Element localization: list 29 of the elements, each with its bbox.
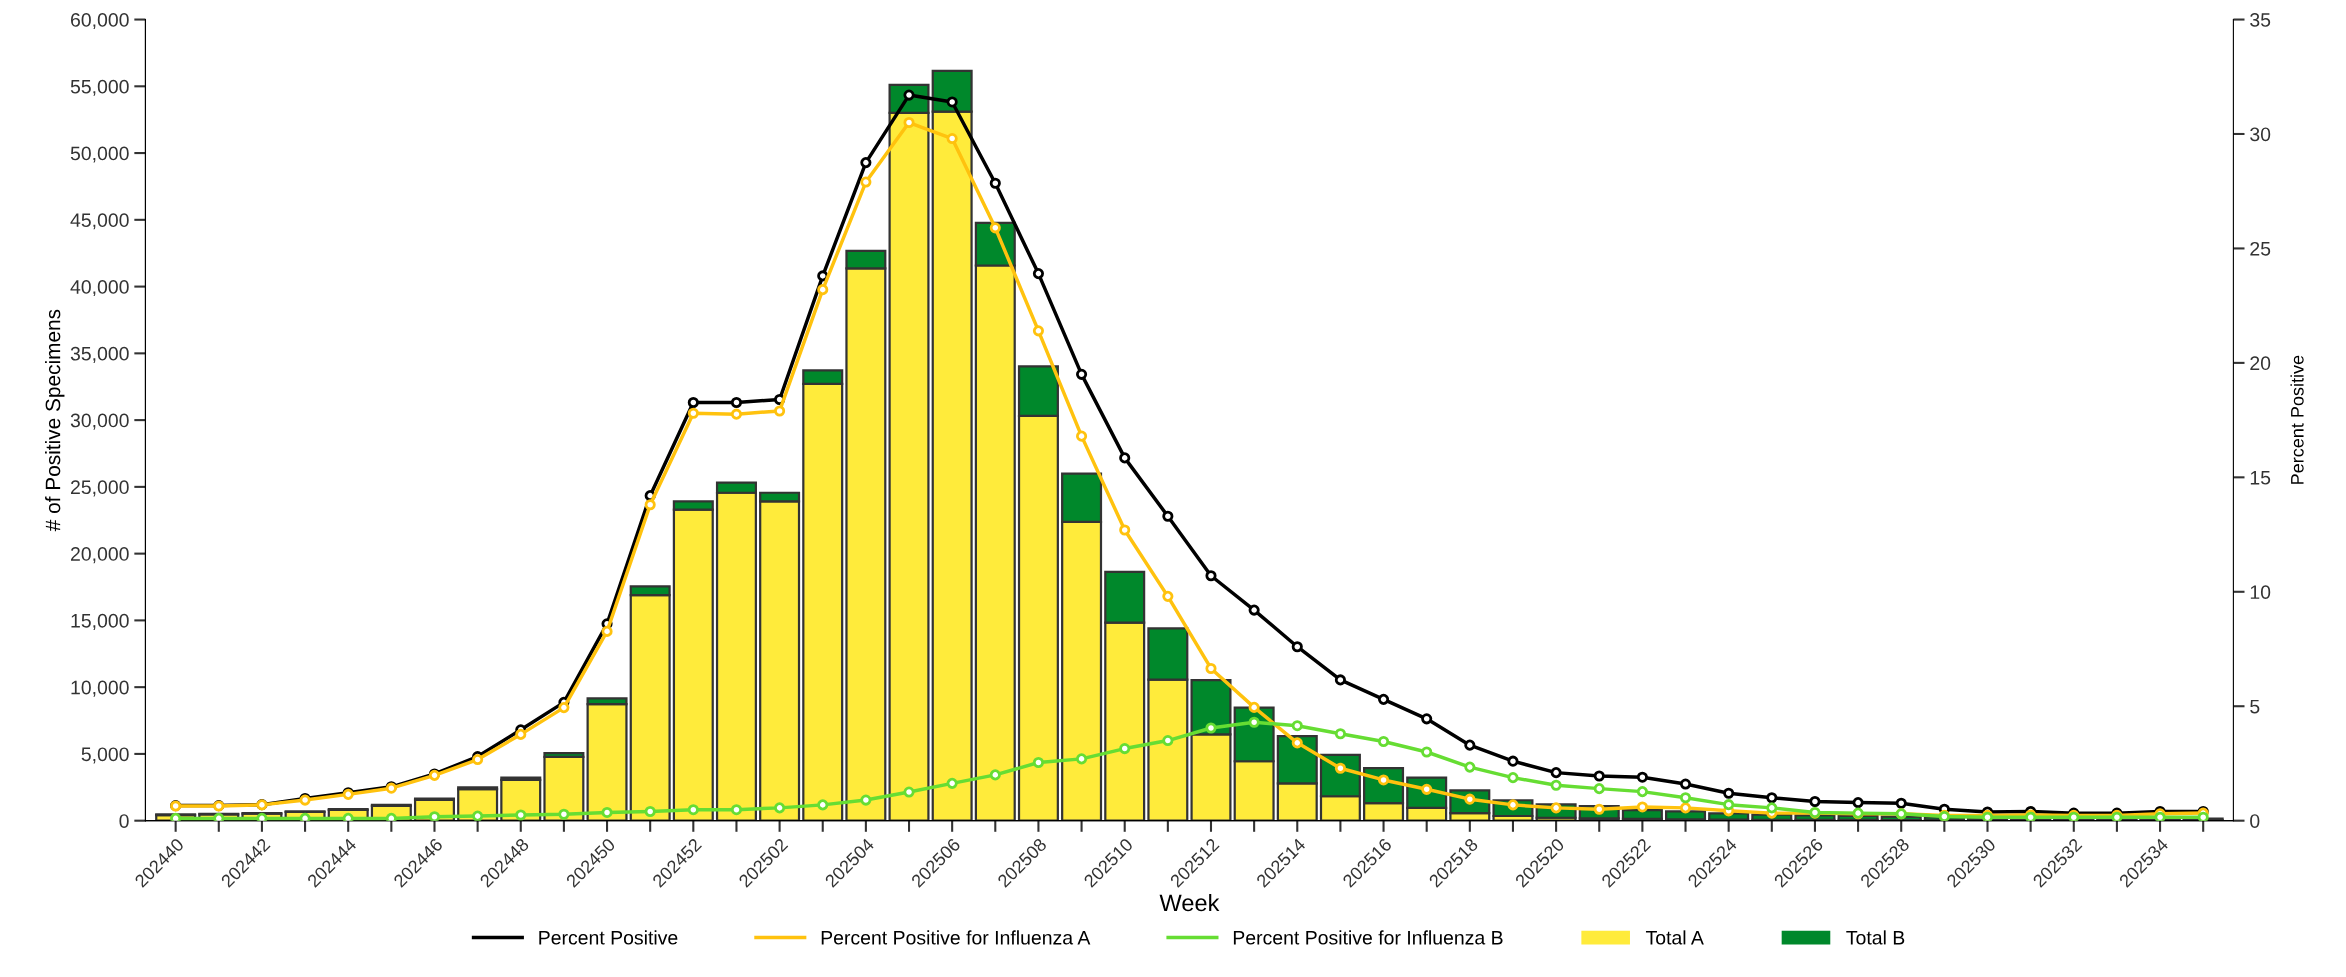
- y2-tick-label: 10: [2250, 585, 2271, 600]
- legend-label: Total B: [1846, 930, 1905, 945]
- y-tick-label: 40,000: [70, 280, 129, 297]
- y-tick-label: 5,000: [81, 747, 129, 764]
- y2-tick-label: 25: [2250, 241, 2271, 256]
- y-tick-label: 45,000: [70, 213, 129, 230]
- y2-tick-label: 5: [2250, 699, 2260, 714]
- legend-label: Percent Positive for Influenza B: [1233, 930, 1503, 945]
- y-tick-label: 10,000: [71, 680, 129, 697]
- y-tick-label: 60,000: [71, 13, 129, 30]
- y-tick-label: 15,000: [71, 613, 129, 630]
- y2-tick-label: 15: [2250, 471, 2271, 485]
- legend-label: Percent Positive: [539, 930, 678, 945]
- y2-tick-label: 20: [2250, 356, 2271, 371]
- legend-label: Percent Positive for Influenza A: [821, 930, 1091, 945]
- y-tick-label: 0: [119, 814, 129, 828]
- y-tick-label: 30,000: [70, 413, 129, 430]
- y-tick-label: 55,000: [70, 79, 129, 96]
- y2-tick-label: 0: [2250, 814, 2260, 828]
- y-axis-title: # of Positive Specimens: [45, 309, 65, 532]
- legend-label: Total A: [1645, 930, 1704, 945]
- y-tick-label: 25,000: [70, 480, 129, 497]
- y2-tick-label: 30: [2250, 127, 2271, 142]
- y-tick-label: 35,000: [70, 346, 129, 363]
- y2-axis-title: Percent Positive: [2290, 355, 2304, 484]
- x-axis-title: Week: [1159, 893, 1220, 912]
- y-tick-label: 20,000: [70, 547, 129, 564]
- y-tick-label: 50,000: [70, 146, 129, 163]
- y2-tick-label: 35: [2250, 13, 2271, 27]
